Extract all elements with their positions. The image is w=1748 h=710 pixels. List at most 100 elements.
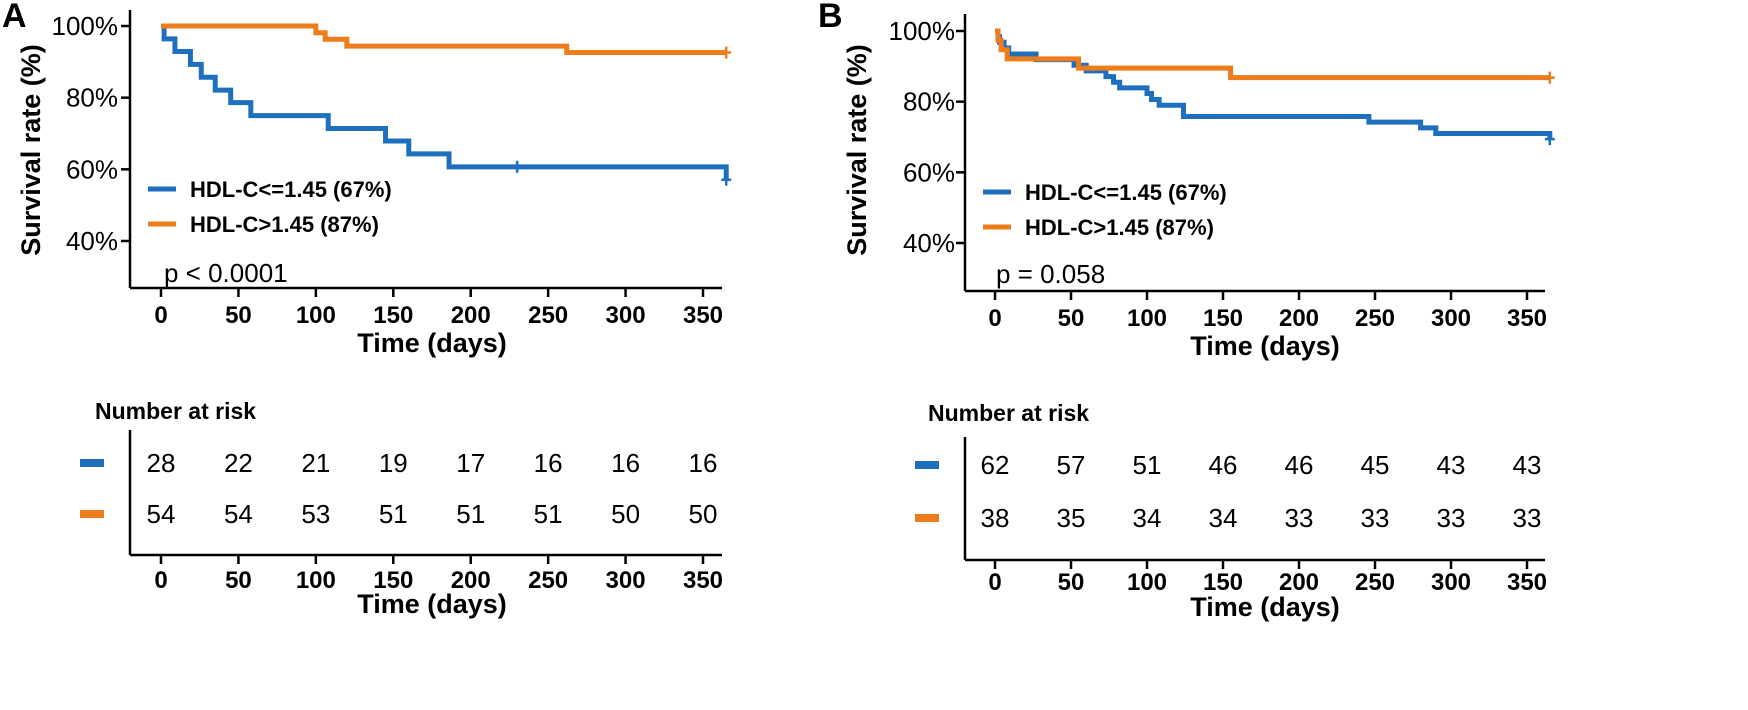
risk-count: 51 (456, 499, 485, 529)
risk-table-cells: 62 57 51 46 46 45 43 43 38 35 34 34 33 33 33 33 (915, 450, 1541, 533)
risk-table-title: Number at risk (928, 400, 1089, 426)
risk-x-tick-label: 200 (1279, 569, 1319, 596)
x-tick-label: 200 (1279, 305, 1319, 332)
risk-count: 57 (1057, 450, 1086, 480)
y-tick-label: 100% (52, 11, 119, 41)
risk-x-tick-label: 350 (1507, 569, 1547, 596)
risk-count: 28 (147, 448, 176, 478)
risk-count: 50 (611, 499, 640, 529)
x-tick-label: 250 (1355, 305, 1395, 332)
panel-a-x-ticks: 0 50 100 150 200 250 300 350 (154, 288, 723, 329)
risk-count: 19 (379, 448, 408, 478)
risk-count: 16 (611, 448, 640, 478)
x-tick-label: 100 (296, 302, 336, 329)
risk-table-x-ticks: 0 50 100 150 200 250 300 350 (988, 560, 1547, 596)
risk-count: 16 (689, 448, 718, 478)
x-tick-label: 350 (1507, 305, 1547, 332)
risk-count: 16 (534, 448, 563, 478)
panel-a-label: A (2, 0, 27, 35)
panel-a-series (161, 23, 732, 186)
risk-count: 33 (1437, 503, 1466, 533)
risk-x-tick-label: 350 (683, 567, 723, 594)
legend-label-low: HDL-C<=1.45 (67%) (1025, 180, 1227, 205)
panel-b-y-title: Survival rate (%) (842, 44, 872, 256)
risk-count: 50 (689, 499, 718, 529)
y-tick-label: 40% (903, 228, 955, 258)
panel-a: A 40% 60% 80% 100% 0 50 100 150 200 250 300 350 Su… (2, 0, 732, 619)
risk-count: 17 (456, 448, 485, 478)
risk-count: 21 (301, 448, 330, 478)
x-tick-label: 150 (373, 302, 413, 329)
panel-b-series (995, 28, 1555, 146)
legend-label-high: HDL-C>1.45 (87%) (190, 212, 379, 237)
risk-count: 62 (981, 450, 1010, 480)
risk-x-tick-label: 0 (154, 567, 167, 594)
x-tick-label: 200 (451, 302, 491, 329)
risk-x-tick-label: 100 (1127, 569, 1167, 596)
x-tick-label: 0 (988, 305, 1001, 332)
risk-x-tick-label: 250 (528, 567, 568, 594)
risk-count: 34 (1209, 503, 1238, 533)
risk-count: 22 (224, 448, 253, 478)
y-tick-label: 100% (889, 16, 956, 46)
panel-b-x-title: Time (days) (1190, 331, 1340, 361)
y-tick-label: 60% (66, 154, 118, 184)
risk-x-tick-label: 300 (606, 567, 646, 594)
panel-b-label: B (818, 0, 843, 35)
y-tick-label: 60% (903, 157, 955, 187)
risk-table-x-title: Time (days) (357, 589, 507, 619)
panel-a-x-title: Time (days) (357, 328, 507, 358)
panel-b-x-ticks: 0 50 100 150 200 250 300 350 (988, 291, 1547, 332)
risk-table-cells: 28 22 21 19 17 16 16 16 54 54 53 51 51 51 50 50 (80, 448, 717, 529)
x-tick-label: 150 (1203, 305, 1243, 332)
risk-x-tick-label: 150 (1203, 569, 1243, 596)
km-curve-high (995, 28, 1550, 81)
x-tick-label: 300 (1431, 305, 1471, 332)
legend-label-high: HDL-C>1.45 (87%) (1025, 215, 1214, 240)
risk-count: 46 (1285, 450, 1314, 480)
panel-b-y-ticks: 40% 60% 80% 100% (889, 16, 965, 258)
risk-x-tick-label: 100 (296, 567, 336, 594)
risk-table-x-ticks: 0 50 100 150 200 250 300 350 (154, 555, 723, 594)
legend-label-low: HDL-C<=1.45 (67%) (190, 177, 392, 202)
km-curve-low (995, 28, 1553, 140)
risk-table-x-title: Time (days) (1190, 592, 1340, 622)
risk-count: 33 (1513, 503, 1542, 533)
risk-count: 33 (1361, 503, 1390, 533)
y-tick-label: 40% (66, 226, 118, 256)
risk-count: 54 (147, 499, 176, 529)
risk-count: 43 (1513, 450, 1542, 480)
panel-a-y-title: Survival rate (%) (16, 44, 46, 256)
risk-count: 53 (301, 499, 330, 529)
risk-count: 35 (1057, 503, 1086, 533)
x-tick-label: 250 (528, 302, 568, 329)
risk-count: 33 (1285, 503, 1314, 533)
x-tick-label: 50 (225, 302, 252, 329)
x-tick-label: 0 (154, 302, 167, 329)
risk-x-tick-label: 0 (988, 569, 1001, 596)
x-tick-label: 350 (683, 302, 723, 329)
p-value: p = 0.058 (996, 259, 1105, 289)
km-curve-low (161, 23, 729, 180)
risk-count: 38 (981, 503, 1010, 533)
x-tick-label: 100 (1127, 305, 1167, 332)
risk-x-tick-label: 50 (225, 567, 252, 594)
y-tick-label: 80% (66, 83, 118, 113)
x-tick-label: 300 (606, 302, 646, 329)
km-curve-high (161, 23, 727, 56)
risk-x-tick-label: 150 (373, 567, 413, 594)
risk-count: 51 (534, 499, 563, 529)
risk-x-tick-label: 300 (1431, 569, 1471, 596)
x-tick-label: 50 (1058, 305, 1085, 332)
risk-table-title: Number at risk (95, 398, 256, 424)
y-tick-label: 80% (903, 87, 955, 117)
risk-count: 46 (1209, 450, 1238, 480)
risk-x-tick-label: 250 (1355, 569, 1395, 596)
risk-count: 45 (1361, 450, 1390, 480)
risk-count: 54 (224, 499, 253, 529)
risk-count: 34 (1133, 503, 1162, 533)
risk-count: 51 (1133, 450, 1162, 480)
risk-count: 43 (1437, 450, 1466, 480)
panel-a-y-ticks: 40% 60% 80% 100% (52, 11, 130, 256)
